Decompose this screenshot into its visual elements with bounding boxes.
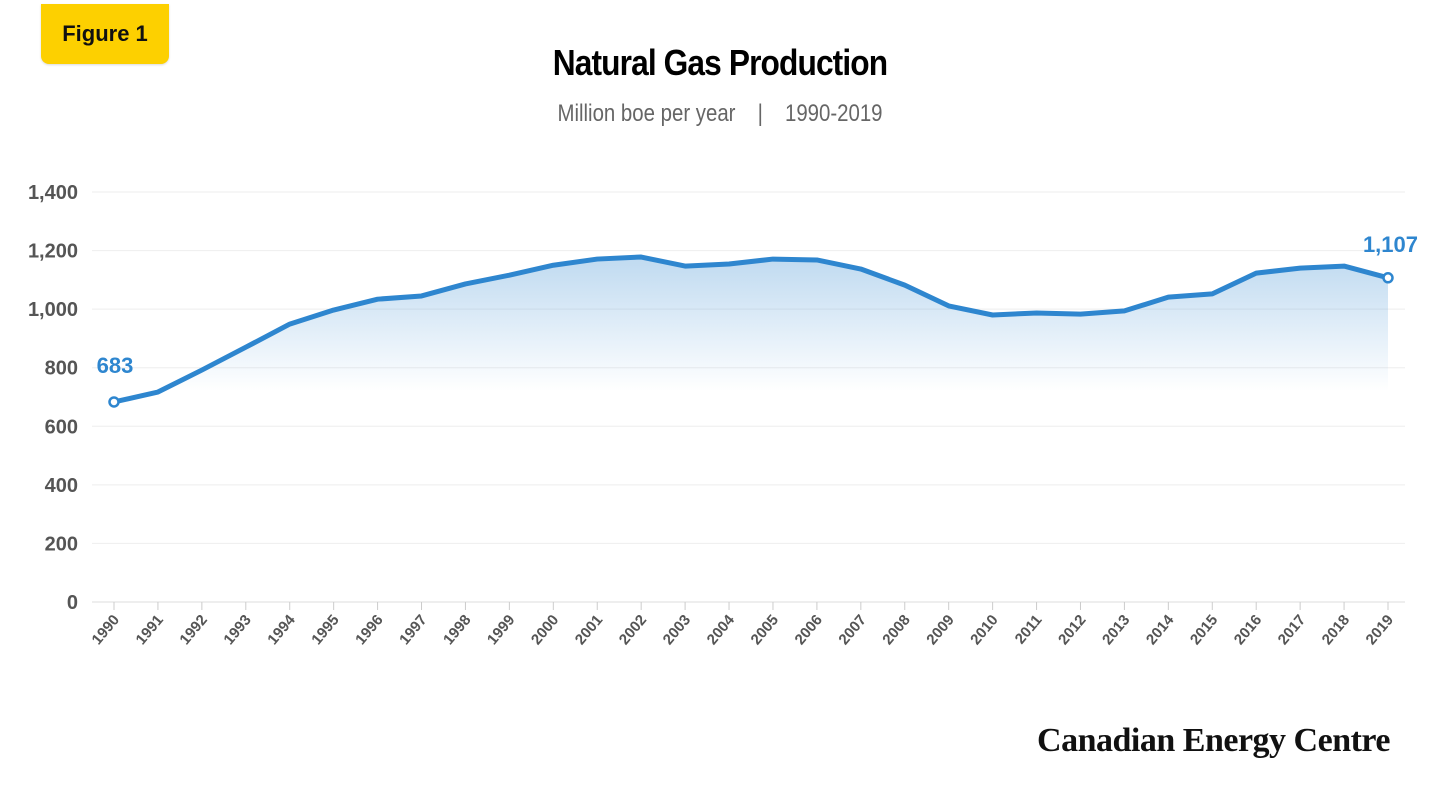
- data-label: 683: [97, 353, 134, 378]
- x-tick-label: 2010: [967, 612, 1001, 648]
- y-tick-label: 800: [45, 358, 78, 380]
- brand-logo: Canadian Energy Centre: [1037, 722, 1390, 759]
- x-tick-label: 2018: [1319, 612, 1353, 648]
- x-tick-label: 2015: [1187, 612, 1221, 648]
- subtitle-range: 1990-2019: [784, 100, 883, 127]
- x-tick-label: 1995: [308, 612, 342, 648]
- subtitle-units: Million boe per year: [557, 100, 736, 127]
- y-tick-label: 600: [45, 416, 78, 438]
- subtitle-separator: |: [757, 100, 763, 127]
- x-tick-label: 2007: [835, 612, 869, 648]
- x-tick-label: 1998: [440, 612, 474, 648]
- x-tick-label: 1993: [220, 612, 254, 648]
- y-tick-label: 0: [67, 592, 78, 614]
- x-tick-label: 2006: [791, 612, 825, 648]
- y-tick-label: 400: [45, 475, 78, 497]
- x-tick-label: 2004: [704, 611, 739, 648]
- x-tick-label: 2013: [1099, 612, 1133, 648]
- x-tick-label: 2017: [1275, 612, 1309, 648]
- x-tick-label: 2012: [1055, 612, 1089, 648]
- y-tick-label: 1,200: [28, 241, 78, 263]
- area-fill: [114, 257, 1388, 602]
- x-tick-label: 2011: [1012, 612, 1046, 648]
- x-tick-label: 1996: [352, 612, 386, 648]
- y-tick-label: 1,000: [28, 299, 78, 321]
- y-tick-label: 1,400: [28, 182, 78, 204]
- figure-badge: Figure 1: [41, 4, 169, 64]
- x-tick-label: 1994: [264, 611, 299, 648]
- x-tick-label: 2000: [528, 612, 562, 648]
- x-tick-label: 1997: [396, 612, 430, 648]
- series-line: [113, 254, 1389, 405]
- x-tick-label: 2001: [572, 612, 606, 648]
- data-label: 1,107: [1363, 232, 1418, 257]
- chart-title: Natural Gas Production: [552, 42, 888, 83]
- x-tick-label: 2002: [616, 612, 650, 648]
- x-tick-label: 1991: [133, 612, 167, 648]
- x-tick-label: 2003: [660, 612, 694, 648]
- x-tick-label: 1999: [484, 612, 518, 648]
- x-tick-label: 1992: [176, 612, 210, 648]
- x-tick-label: 1990: [89, 612, 123, 648]
- x-tick-label: 2009: [923, 612, 957, 648]
- endpoint-marker: [1382, 272, 1394, 284]
- x-tick-label: 2019: [1363, 612, 1397, 648]
- x-tick-label: 2014: [1143, 611, 1178, 648]
- x-tick-label: 2016: [1231, 612, 1265, 648]
- endpoint-marker: [108, 396, 120, 408]
- y-tick-label: 200: [45, 533, 78, 555]
- x-tick-label: 2005: [748, 612, 782, 648]
- chart-subtitle: Million boe per year | 1990-2019: [108, 100, 1332, 128]
- x-tick-label: 2008: [879, 612, 913, 648]
